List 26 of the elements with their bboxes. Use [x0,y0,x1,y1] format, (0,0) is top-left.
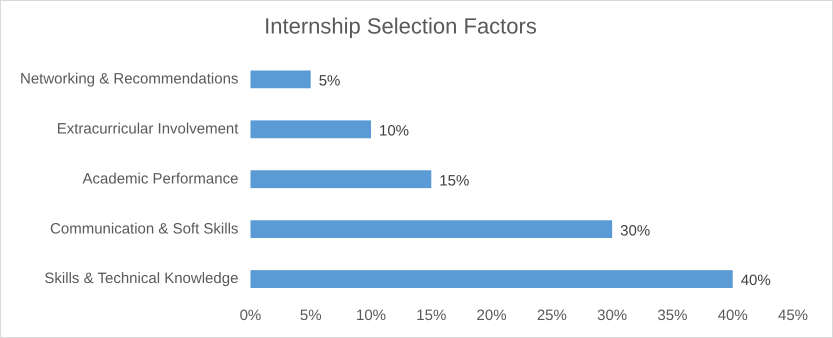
chart-title: Internship Selection Factors [264,13,537,38]
bar [250,70,311,88]
y-tick-label: Communication & Soft Skills [50,220,238,238]
x-tick-label: 25% [536,307,567,324]
y-tick-label: Extracurricular Involvement [56,120,240,138]
bar [250,270,733,288]
data-label: 30% [620,222,650,240]
y-tick-label: Academic Performance [82,170,238,188]
y-tick-label: Networking & Recommendations [20,70,238,88]
bar [250,220,612,238]
x-tick-label: 40% [718,307,748,324]
x-tick-label: 30% [597,307,628,324]
bar [250,120,371,138]
data-label: 5% [318,72,340,90]
x-tick-label: 15% [416,307,446,324]
data-label: 15% [439,172,470,190]
x-tick-label: 20% [476,307,507,324]
x-tick-label: 35% [657,307,688,324]
data-label: 10% [379,122,410,140]
data-label: 40% [740,272,771,290]
x-tick-label: 5% [300,307,322,324]
x-tick-label: 10% [356,307,386,324]
bar [250,170,432,188]
x-tick-label: 0% [240,307,262,324]
x-tick-label: 45% [778,307,808,324]
y-tick-label: Skills & Technical Knowledge [44,270,238,288]
